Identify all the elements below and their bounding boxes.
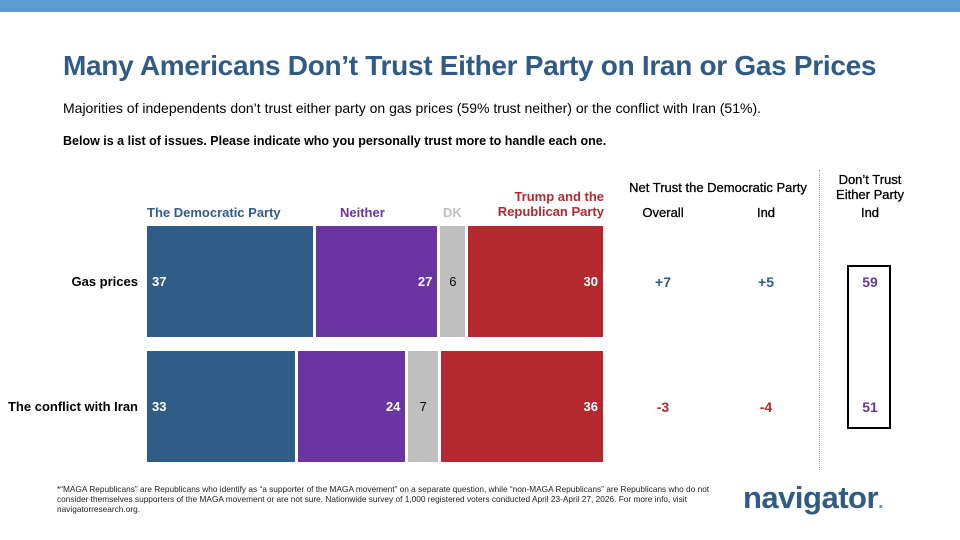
logo-dot: . bbox=[878, 491, 884, 513]
divider bbox=[819, 170, 820, 470]
dont-trust-header: Don’t Trust Either Party bbox=[836, 172, 904, 202]
navigator-logo: navigator. bbox=[743, 480, 884, 516]
page-title: Many Americans Don’t Trust Either Party … bbox=[63, 50, 877, 81]
row-label: Gas prices bbox=[71, 274, 139, 289]
dont-trust-value: 51 bbox=[862, 399, 878, 415]
stacked-bar: 37 27 6 30 bbox=[147, 226, 603, 337]
bar-segment-2: 6 bbox=[440, 226, 466, 337]
ind-header: Ind bbox=[756, 205, 776, 220]
bar-segment-1: 27 bbox=[316, 226, 438, 337]
row-label: The conflict with Iran bbox=[7, 399, 138, 414]
bar-segment-0: 37 bbox=[147, 226, 314, 337]
dont-trust-value: 59 bbox=[862, 274, 878, 290]
legend-republican: Trump and the Republican Party bbox=[497, 189, 604, 219]
data-label: 27 bbox=[417, 274, 433, 289]
net-ind-value: +5 bbox=[758, 274, 774, 290]
data-label: 6 bbox=[449, 274, 457, 289]
highlight-box bbox=[847, 265, 891, 429]
net-trust-header: Net Trust the Democratic Party bbox=[629, 180, 807, 195]
bar-segment-1: 24 bbox=[298, 351, 406, 462]
dont-trust-ind-header: Ind bbox=[860, 205, 880, 220]
bar-segment-0: 33 bbox=[147, 351, 296, 462]
data-label: 37 bbox=[152, 274, 167, 289]
footnote: *“MAGA Republicans” are Republicans who … bbox=[57, 484, 710, 514]
data-label: 7 bbox=[419, 399, 427, 414]
overall-header: Overall bbox=[642, 205, 684, 220]
logo-text: navigator bbox=[743, 480, 879, 515]
top-bar bbox=[0, 0, 960, 12]
data-label: 33 bbox=[152, 399, 167, 414]
data-label: 36 bbox=[583, 399, 598, 414]
stacked-bar: 33 24 7 36 bbox=[147, 351, 603, 462]
data-label: 30 bbox=[583, 274, 598, 289]
bar-segment-3: 36 bbox=[441, 351, 603, 462]
net-overall-value: +7 bbox=[655, 274, 671, 290]
net-overall-value: -3 bbox=[656, 399, 670, 415]
subtitle: Majorities of independents don’t trust e… bbox=[63, 100, 762, 116]
legend-democratic: The Democratic Party bbox=[147, 205, 281, 220]
net-ind-value: -4 bbox=[759, 399, 773, 415]
question: Below is a list of issues. Please indica… bbox=[63, 134, 607, 148]
bar-segment-3: 30 bbox=[468, 226, 603, 337]
legend-neither: Neither bbox=[340, 205, 385, 220]
data-label: 24 bbox=[385, 399, 401, 414]
bar-segment-2: 7 bbox=[408, 351, 439, 462]
legend-dk: DK bbox=[443, 205, 462, 220]
